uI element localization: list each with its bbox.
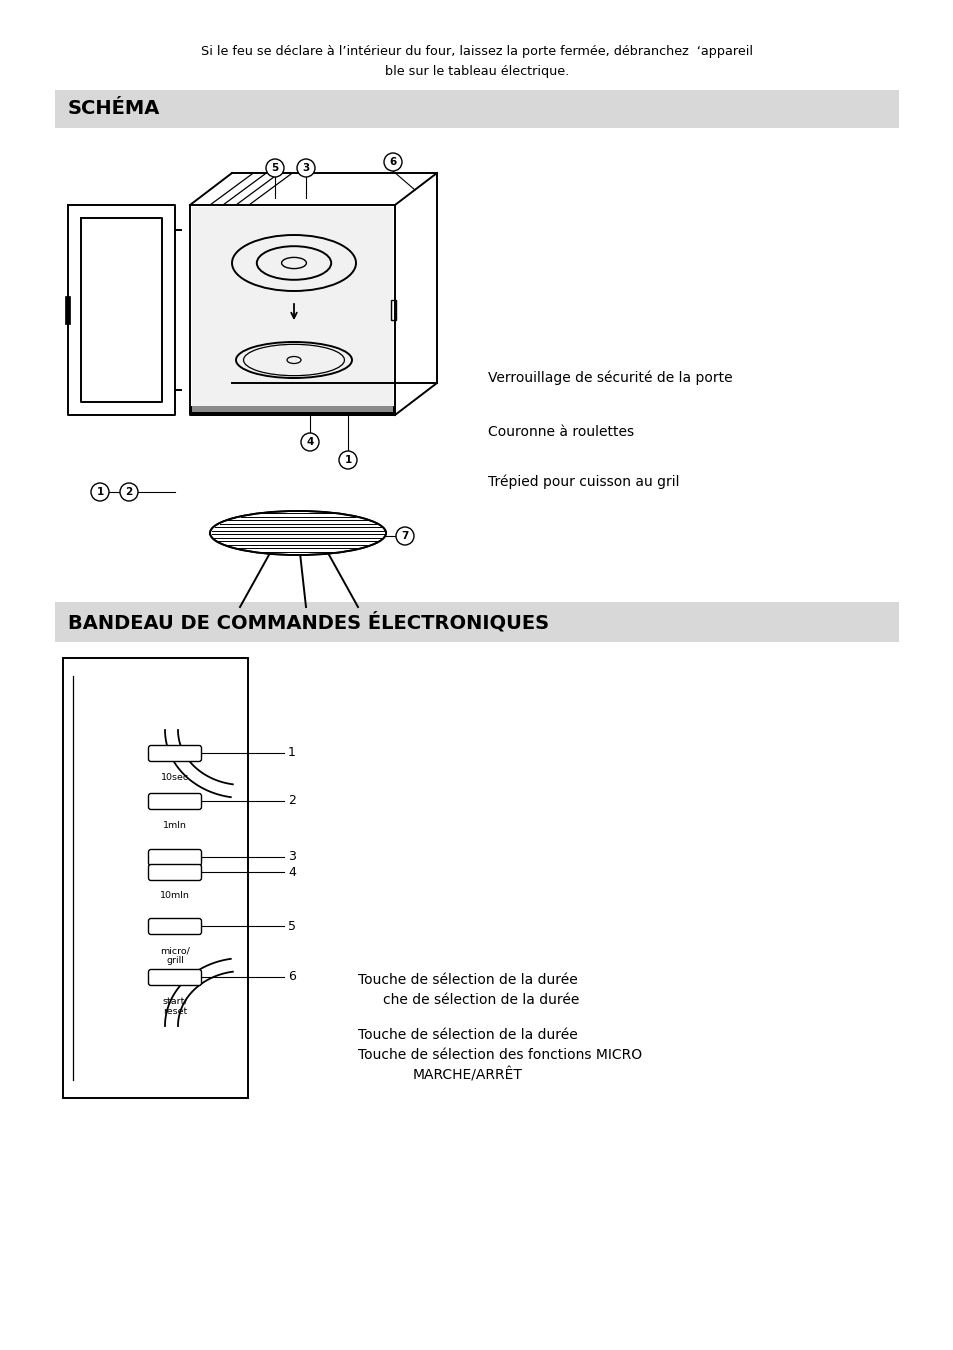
Circle shape: [338, 451, 356, 468]
Circle shape: [384, 153, 401, 171]
Bar: [63, 657, 248, 1098]
Text: Trépied pour cuisson au gril: Trépied pour cuisson au gril: [488, 475, 679, 489]
Text: Couronne à roulettes: Couronne à roulettes: [488, 425, 634, 439]
Ellipse shape: [210, 512, 386, 555]
FancyBboxPatch shape: [149, 745, 201, 761]
Bar: [55, 602, 898, 643]
Bar: [65, 296, 70, 324]
Text: 3: 3: [302, 163, 310, 173]
Text: micro/
grill: micro/ grill: [160, 946, 190, 965]
Text: 1: 1: [344, 455, 352, 464]
Text: 7: 7: [401, 531, 408, 541]
Text: 5: 5: [271, 163, 278, 173]
Text: 4: 4: [288, 865, 295, 879]
Text: Touche de sélection des fonctions MICRO: Touche de sélection des fonctions MICRO: [357, 1048, 641, 1062]
Bar: [190, 406, 395, 416]
Text: MARCHE/ARRÊT: MARCHE/ARRÊT: [413, 1068, 522, 1083]
FancyBboxPatch shape: [149, 918, 201, 934]
Text: Si le feu se déclare à l’intérieur du four, laissez la porte fermée, débranchez : Si le feu se déclare à l’intérieur du fo…: [201, 46, 752, 58]
Circle shape: [301, 433, 318, 451]
FancyBboxPatch shape: [149, 849, 201, 865]
Text: Touche de sélection de la durée: Touche de sélection de la durée: [357, 1027, 578, 1042]
Text: 6: 6: [389, 157, 396, 167]
Bar: [55, 90, 898, 128]
Text: 2: 2: [288, 795, 295, 807]
Text: 10mln: 10mln: [160, 891, 190, 900]
Bar: [192, 207, 393, 412]
Text: 3: 3: [288, 850, 295, 864]
Text: 5: 5: [288, 919, 295, 933]
Circle shape: [395, 526, 414, 545]
Text: 1: 1: [96, 487, 104, 497]
Text: ble sur le tableau électrique.: ble sur le tableau électrique.: [384, 66, 569, 78]
Text: Touche de sélection de la durée: Touche de sélection de la durée: [357, 973, 578, 987]
Text: start/
reset: start/ reset: [162, 998, 188, 1017]
Text: Verrouillage de sécurité de la porte: Verrouillage de sécurité de la porte: [488, 371, 732, 385]
Text: SCHÉMA: SCHÉMA: [68, 100, 160, 119]
Text: 1: 1: [288, 747, 295, 760]
Text: 1mln: 1mln: [163, 821, 187, 830]
Text: 10sec: 10sec: [161, 774, 189, 782]
Text: 6: 6: [288, 971, 295, 984]
Circle shape: [91, 483, 109, 501]
Bar: [391, 300, 395, 320]
Bar: [68, 845, 148, 892]
FancyBboxPatch shape: [149, 969, 201, 986]
FancyBboxPatch shape: [149, 794, 201, 810]
Text: 2: 2: [125, 487, 132, 497]
Text: che de sélection de la durée: che de sélection de la durée: [382, 994, 578, 1007]
Text: BANDEAU DE COMMANDES ÉLECTRONIQUES: BANDEAU DE COMMANDES ÉLECTRONIQUES: [68, 612, 549, 632]
Circle shape: [266, 159, 284, 177]
Text: 4: 4: [306, 437, 314, 447]
Circle shape: [296, 159, 314, 177]
FancyBboxPatch shape: [149, 864, 201, 880]
Circle shape: [120, 483, 138, 501]
